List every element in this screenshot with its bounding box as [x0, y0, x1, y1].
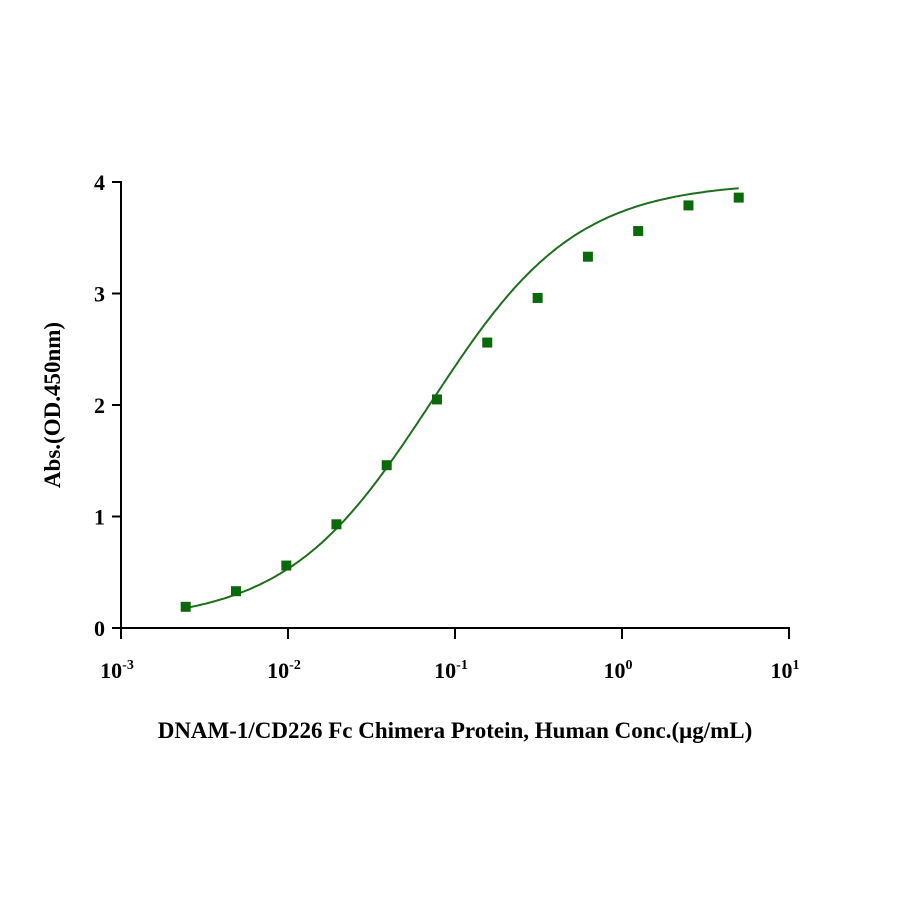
data-point	[482, 337, 493, 348]
x-tick-labels: 10-3 10-2 10-1 100 101	[100, 658, 799, 683]
data-point	[331, 519, 342, 530]
y-tick-labels: 0 1 2 3 4	[94, 170, 105, 641]
x-tick-label: 10-1	[434, 658, 468, 683]
y-axis-title: Abs.(OD.450nm)	[40, 322, 65, 488]
data-point	[683, 200, 694, 211]
y-tick-label: 4	[94, 170, 105, 195]
data-point	[733, 192, 744, 203]
x-tick-label: 100	[604, 658, 633, 683]
data-point	[532, 292, 543, 303]
data-point	[180, 601, 191, 612]
x-tick-label: 101	[771, 658, 800, 683]
y-tick-label: 0	[94, 616, 105, 641]
axes	[112, 181, 790, 639]
x-axis-title: DNAM-1/CD226 Fc Chimera Protein, Human C…	[158, 718, 753, 743]
y-tick-label: 3	[94, 282, 105, 307]
fit-curve	[185, 187, 739, 609]
y-tick-label: 1	[94, 505, 105, 530]
x-tick-label: 10-2	[267, 658, 301, 683]
y-tick-label: 2	[94, 393, 105, 418]
data-point	[230, 586, 241, 597]
data-point	[633, 226, 644, 237]
data-point	[431, 394, 442, 405]
data-point	[381, 460, 392, 471]
x-tick-label: 10-3	[100, 658, 134, 683]
data-point	[281, 560, 292, 571]
data-points	[180, 192, 744, 612]
data-point	[582, 251, 593, 262]
